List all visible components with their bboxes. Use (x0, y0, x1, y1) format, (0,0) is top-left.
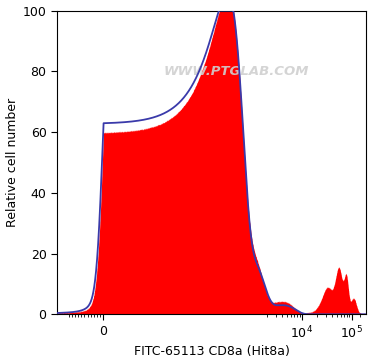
X-axis label: FITC-65113 CD8a (Hit8a): FITC-65113 CD8a (Hit8a) (134, 345, 290, 359)
Text: WWW.PTGLAB.COM: WWW.PTGLAB.COM (164, 65, 309, 78)
Y-axis label: Relative cell number: Relative cell number (6, 98, 19, 227)
